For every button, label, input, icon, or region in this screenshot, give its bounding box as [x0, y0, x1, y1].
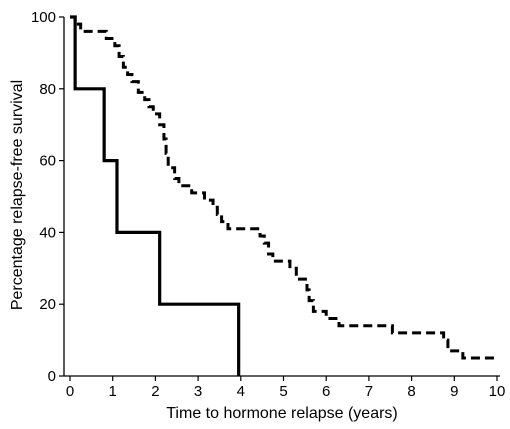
x-tick-label: 8	[407, 383, 415, 400]
x-tick-label: 4	[237, 383, 245, 400]
x-tick-label: 2	[151, 383, 159, 400]
y-ticks: 0 20 40 60 80 100	[31, 9, 64, 385]
axes	[63, 17, 500, 377]
y-tick-label: 80	[39, 81, 56, 98]
x-tick-label: 7	[365, 383, 373, 400]
solid-survival-curve	[70, 15, 241, 376]
x-tick-label: 9	[450, 383, 458, 400]
y-tick-label: 60	[39, 153, 56, 170]
y-tick-label: 20	[39, 296, 56, 313]
series-layer	[70, 15, 497, 376]
y-tick-label: 0	[48, 368, 56, 385]
x-axis-title: Time to hormone relapse (years)	[166, 405, 398, 422]
x-tick-label: 6	[322, 383, 330, 400]
x-tick-label: 5	[279, 383, 287, 400]
y-axis-title: Percentage relapse-free survival	[9, 80, 26, 310]
y-tick-label: 40	[39, 224, 56, 241]
x-tick-label: 3	[194, 383, 202, 400]
x-tick-label: 1	[109, 383, 117, 400]
x-tick-label: 0	[66, 383, 74, 400]
x-ticks: 0 1 2 3 4 5 6 7 8 9 10	[66, 376, 506, 400]
x-tick-label: 10	[489, 383, 506, 400]
y-tick-label: 100	[31, 9, 56, 26]
dashed-survival-curve	[70, 15, 497, 360]
